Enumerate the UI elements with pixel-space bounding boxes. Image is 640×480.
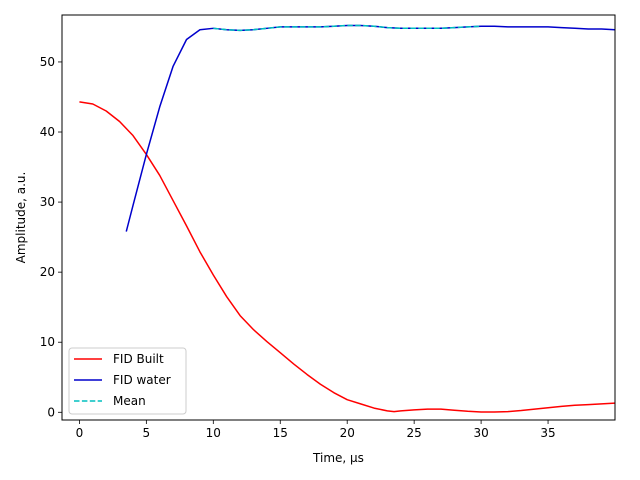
y-tick-label: 50 xyxy=(40,55,55,69)
x-tick-label: 20 xyxy=(340,426,355,440)
x-tick-label: 15 xyxy=(273,426,288,440)
legend-box xyxy=(68,347,187,415)
series-layer xyxy=(79,24,615,413)
x-tick-label: 10 xyxy=(206,426,221,440)
plot-area xyxy=(61,14,616,421)
x-axis-ticks: 0 5 10 15 20 25 30 35 xyxy=(76,420,556,440)
axes-frame xyxy=(61,14,616,421)
y-axis-label: Amplitude, a.u. xyxy=(14,172,28,264)
y-tick-label: 10 xyxy=(40,335,55,349)
y-tick-label: 20 xyxy=(40,265,55,279)
y-tick-label: 40 xyxy=(40,125,55,139)
x-tick-label: 35 xyxy=(540,426,555,440)
x-axis-label: Time, μs xyxy=(312,451,364,465)
x-tick-label: 0 xyxy=(76,426,84,440)
x-tick-label: 5 xyxy=(143,426,151,440)
y-tick-label: 30 xyxy=(40,195,55,209)
y-tick-label: 0 xyxy=(47,405,55,419)
legend-label: FID Built xyxy=(113,352,164,366)
y-axis-ticks: 0 10 20 30 40 50 xyxy=(40,55,62,419)
legend-label: Mean xyxy=(113,394,146,408)
x-tick-label: 25 xyxy=(407,426,422,440)
series-line-1 xyxy=(79,101,615,413)
series-line-3 xyxy=(213,24,482,32)
x-tick-label: 30 xyxy=(473,426,488,440)
legend: FID Built FID water Mean xyxy=(68,347,187,415)
legend-label: FID water xyxy=(113,373,171,387)
